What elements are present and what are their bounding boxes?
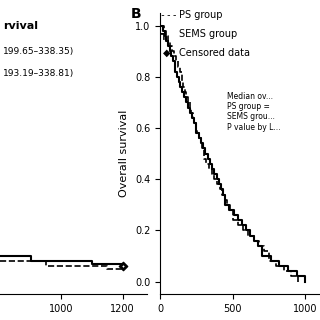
Text: Median ov...
PS group =
SEMS grou...
P value by L...: Median ov... PS group = SEMS grou... P v… xyxy=(227,92,281,132)
Text: Censored data: Censored data xyxy=(179,48,250,58)
Text: ---: --- xyxy=(160,10,183,20)
Text: SEMS group: SEMS group xyxy=(179,29,237,39)
Text: ◆: ◆ xyxy=(163,48,171,58)
Text: 193.19–338.81): 193.19–338.81) xyxy=(3,69,74,78)
Text: PS group: PS group xyxy=(179,10,223,20)
Text: rvival: rvival xyxy=(3,21,38,31)
Text: B: B xyxy=(131,7,142,21)
Text: ┓: ┓ xyxy=(160,29,178,39)
Y-axis label: Overall survival: Overall survival xyxy=(119,110,129,197)
Text: 199.65–338.35): 199.65–338.35) xyxy=(3,47,74,56)
